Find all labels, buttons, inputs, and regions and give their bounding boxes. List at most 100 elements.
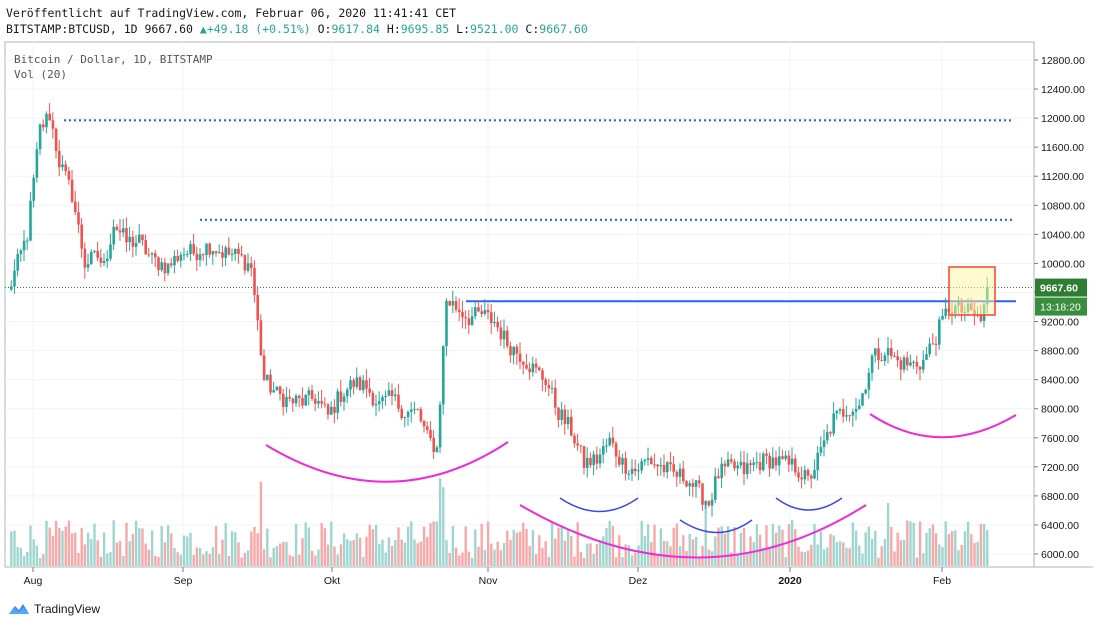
candle-body <box>794 458 797 473</box>
candle-body <box>93 250 96 252</box>
volume-bar <box>544 541 547 566</box>
candle-body <box>704 501 707 505</box>
open-value: 9617.84 <box>331 22 380 36</box>
volume-bar <box>250 531 253 566</box>
candle-body <box>218 252 221 254</box>
candle-body <box>934 343 938 345</box>
candle-body <box>445 300 448 347</box>
candle-body <box>470 316 474 326</box>
candle-body <box>58 150 61 168</box>
volume-bar <box>877 557 880 566</box>
candle-body <box>800 477 803 480</box>
candle-body <box>269 374 272 393</box>
published-header: Veröffentlicht auf TradingView.com, Febr… <box>6 6 456 20</box>
candle-body <box>938 319 941 345</box>
candle-body <box>810 475 813 479</box>
candle-body <box>141 234 144 241</box>
time-tick-label: Aug <box>24 575 43 587</box>
price-tick-label: 12400.00 <box>1041 84 1085 96</box>
candle-body <box>13 270 16 287</box>
volume-bar <box>227 555 231 566</box>
candle-body <box>400 408 403 419</box>
volume-bar <box>160 525 163 566</box>
volume-bar <box>502 543 506 566</box>
volume-bar <box>205 551 208 566</box>
volume-bar <box>886 503 890 566</box>
price-tick-label: 11600.00 <box>1041 142 1084 154</box>
candle-body <box>429 429 432 438</box>
volume-bar <box>550 521 554 566</box>
candle-body <box>717 476 720 478</box>
candle-body <box>778 456 781 466</box>
volume-bar <box>58 527 61 566</box>
candle-body <box>710 499 714 506</box>
price-axis[interactable]: 12800.00 12400.00 12000.00 11600.00 11200.00… <box>1034 55 1085 561</box>
candle-body <box>310 390 314 399</box>
candle-body <box>326 404 330 415</box>
volume-bar <box>230 531 234 566</box>
candle-body <box>915 361 919 367</box>
time-tick-label: Nov <box>479 575 498 587</box>
candle-body <box>182 254 186 256</box>
candle-body <box>138 234 141 243</box>
candle-body <box>336 391 339 413</box>
candle-body <box>214 251 218 254</box>
price-tick-label: 6800.00 <box>1041 491 1079 503</box>
volume-bar <box>541 548 544 566</box>
volume-bar <box>979 524 983 566</box>
candle-body <box>154 253 157 258</box>
candle-body <box>698 480 701 484</box>
candle-body <box>122 228 125 233</box>
volume-bar <box>26 551 29 566</box>
volume-bar <box>416 543 419 566</box>
candle-body <box>403 416 407 419</box>
candle-body <box>134 242 138 247</box>
candle-body <box>611 437 615 444</box>
candle-body <box>342 396 346 402</box>
volume-bar <box>400 539 403 566</box>
volume-bar <box>771 523 775 566</box>
candle-body <box>256 294 259 321</box>
volume-bar <box>490 543 493 566</box>
volume-bar <box>317 549 320 566</box>
price-tick-label: 6400.00 <box>1041 520 1079 532</box>
volume-bar <box>909 521 912 566</box>
volume-bar <box>723 533 727 566</box>
tradingview-footer[interactable]: TradingView <box>8 602 100 616</box>
volume-bar <box>874 530 877 566</box>
volume-bar <box>288 555 291 566</box>
volume-bar <box>106 553 109 566</box>
time-axis[interactable]: Aug Sep Okt Nov Dez 2020 Feb <box>24 567 952 587</box>
candle-body <box>19 250 23 255</box>
candle-body <box>765 453 768 456</box>
volume-bar <box>74 532 77 566</box>
volume-bar <box>922 553 925 566</box>
volume-bar <box>166 525 170 566</box>
candle-body <box>525 364 528 369</box>
candle-body <box>762 453 765 471</box>
volume-bar <box>733 527 736 566</box>
candle-body <box>730 459 733 462</box>
volume-bar <box>621 557 624 566</box>
candle-body <box>333 406 336 413</box>
candle-body <box>323 403 327 405</box>
volume-bar <box>243 552 247 566</box>
candle-body <box>483 309 487 314</box>
candle-body <box>598 454 602 464</box>
volume-bar <box>666 541 669 566</box>
volume-bar <box>746 552 749 566</box>
volume-bar <box>806 550 810 566</box>
volume-bar <box>624 544 627 566</box>
volume-bar <box>128 541 131 566</box>
volume-bar <box>598 540 602 566</box>
candle-body <box>275 386 279 391</box>
candle-body <box>595 454 599 464</box>
candle-body <box>458 309 461 313</box>
candle-body <box>272 390 275 393</box>
candle-body <box>397 394 400 409</box>
volume-bar <box>656 555 659 566</box>
candle-body <box>163 262 167 274</box>
candle-body <box>768 455 771 469</box>
candle-body <box>538 367 541 371</box>
